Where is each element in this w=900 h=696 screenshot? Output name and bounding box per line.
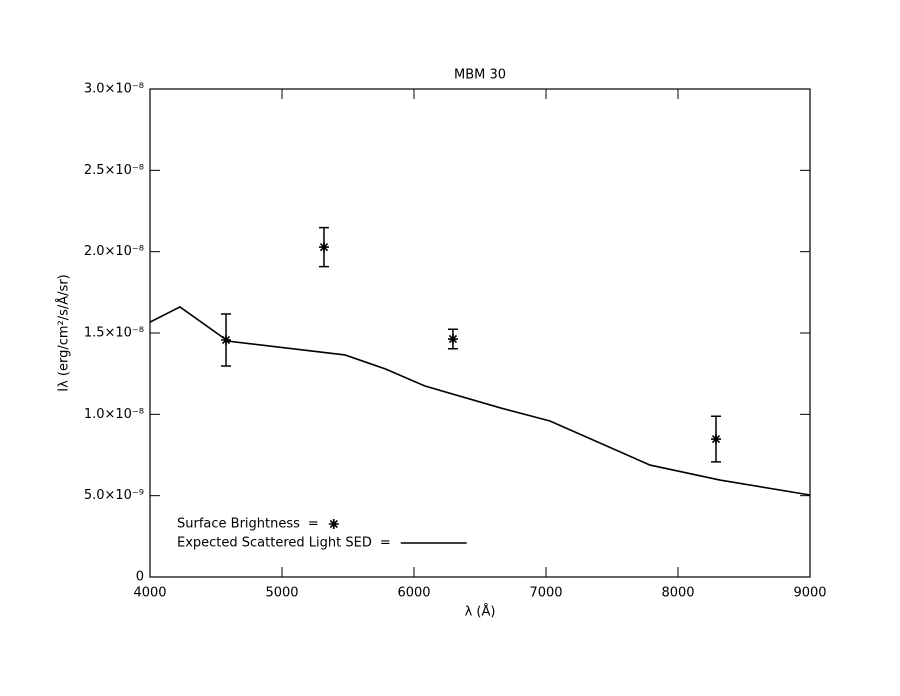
- data-point: [711, 434, 722, 445]
- legend-label: Expected Scattered Light SED: [177, 536, 372, 551]
- x-tick-label: 5000: [265, 586, 298, 601]
- x-tick-label: 9000: [793, 586, 826, 601]
- data-point: [447, 334, 458, 345]
- legend-marker: [328, 519, 339, 529]
- y-tick-label: 2.5×10⁻⁸: [84, 163, 144, 178]
- y-axis-label: Iλ (erg/cm²/s/Å/sr): [56, 274, 72, 392]
- x-tick-label: 8000: [661, 586, 694, 601]
- y-tick-label: 0: [136, 570, 144, 585]
- x-tick-label: 4000: [133, 586, 166, 601]
- data-point: [318, 242, 329, 253]
- y-tick-label: 1.0×10⁻⁸: [84, 407, 144, 422]
- legend-equals: =: [308, 517, 319, 532]
- y-tick-label: 1.5×10⁻⁸: [84, 326, 144, 341]
- y-tick-label: 3.0×10⁻⁸: [84, 82, 144, 97]
- x-tick-label: 6000: [397, 586, 430, 601]
- x-axis-label: λ (Å): [465, 604, 496, 620]
- legend-equals: =: [380, 536, 391, 551]
- chart-title: MBM 30: [454, 68, 506, 83]
- plot-frame: [149, 88, 811, 578]
- y-tick-label: 5.0×10⁻⁹: [84, 488, 144, 503]
- x-tick-label: 7000: [529, 586, 562, 601]
- y-tick-label: 2.0×10⁻⁸: [84, 244, 144, 259]
- series-line: [149, 306, 811, 496]
- legend-label: Surface Brightness: [177, 517, 300, 532]
